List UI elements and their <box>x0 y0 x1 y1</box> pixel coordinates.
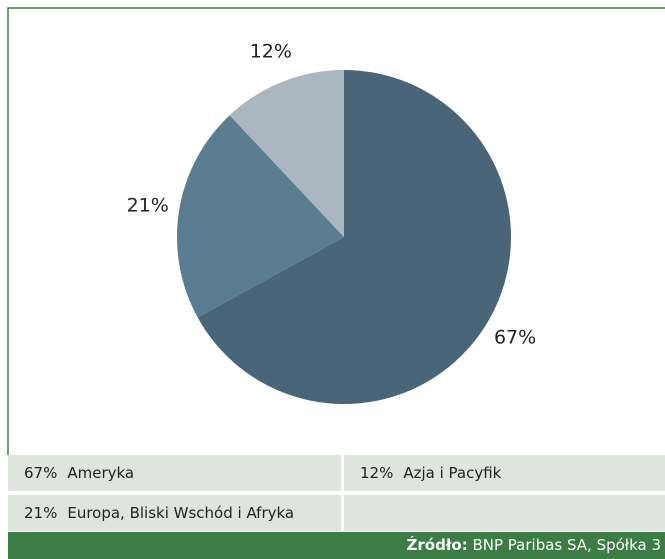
legend-value: 67% <box>24 464 58 482</box>
source: BNP Paribas SA, Spółka 3 <box>472 536 661 554</box>
legend-item: 21% Europa, Bliski Wschód i Afryka <box>8 495 341 531</box>
source-label: Źródło: <box>406 536 468 554</box>
chart: 67% 21% 12% <box>7 7 665 455</box>
data-label: 12% <box>250 41 292 63</box>
legend-item: 67% Ameryka <box>8 455 341 491</box>
pie-slice <box>197 70 512 404</box>
legend-item: 12% Azja i Pacyfik <box>344 455 665 491</box>
data-label: 67% <box>494 327 536 349</box>
chart-border <box>7 7 665 455</box>
footer: Źródło: BNP Paribas SA, Spółka 3 <box>8 532 665 559</box>
legend-value: 12% <box>360 464 394 482</box>
pie-slice <box>177 115 344 318</box>
legend-empty-cell <box>344 495 665 531</box>
legend-label: Azja i Pacyfik <box>403 464 502 482</box>
legend-label: Ameryka <box>67 464 135 482</box>
legend-value: 21% <box>24 504 58 522</box>
pie-slice <box>229 70 344 237</box>
legend-label: Europa, Bliski Wschód i Afryka <box>67 504 295 522</box>
data-label: 21% <box>127 194 169 216</box>
